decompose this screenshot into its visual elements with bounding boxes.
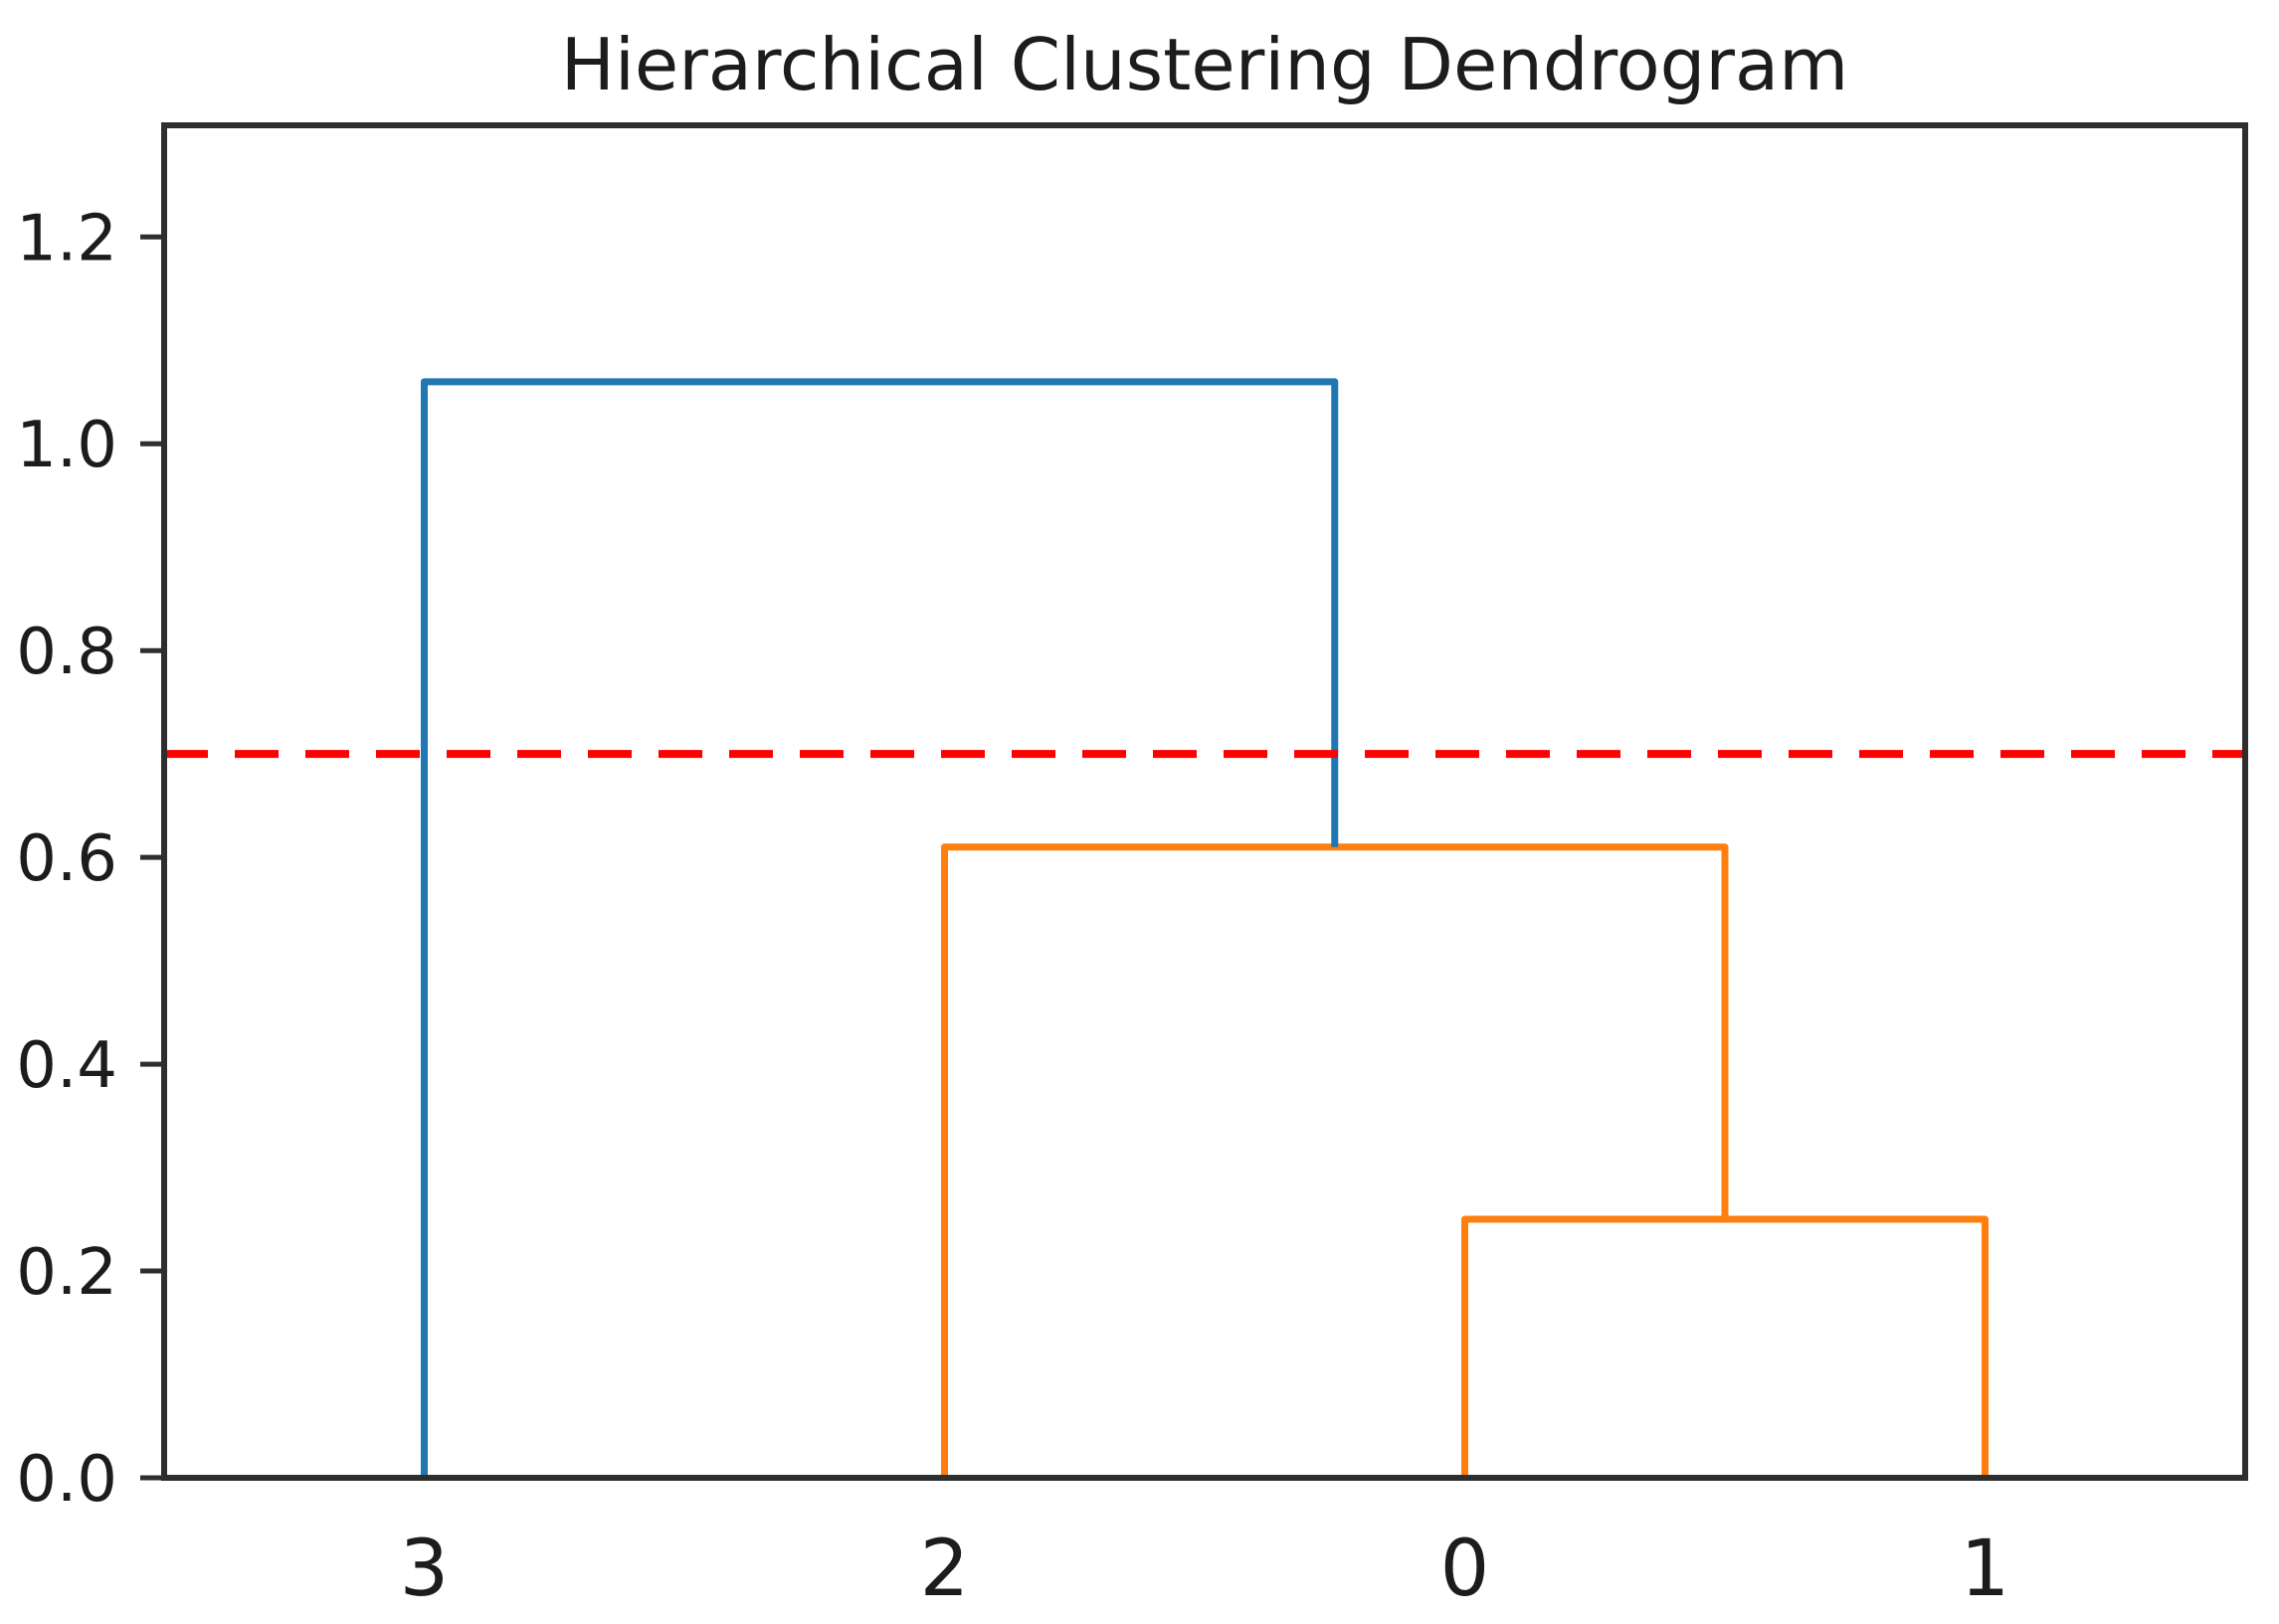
dendrogram-link-0 <box>1461 1215 1989 1478</box>
x-axis-leaf-label: 0 <box>1440 1525 1490 1614</box>
plot-border <box>161 122 2248 1481</box>
y-tick-label: 0.4 <box>16 1029 117 1103</box>
y-tick-label: 0.8 <box>16 616 117 689</box>
y-tick-label: 1.2 <box>16 202 117 275</box>
y-tick-label: 0.2 <box>16 1236 117 1310</box>
y-tick-label: 0.0 <box>16 1443 117 1517</box>
x-axis-leaf-label: 3 <box>400 1525 450 1614</box>
y-tick-label: 0.6 <box>16 822 117 896</box>
y-tick-label: 1.0 <box>16 409 117 482</box>
x-axis-leaf-label: 2 <box>920 1525 970 1614</box>
x-axis-leaf-label: 1 <box>1961 1525 2010 1614</box>
plot-area: 0.0 0.2 0.4 0.6 0.8 1.0 1.2 3 2 0 1 <box>16 122 2248 1614</box>
dendrogram-link-2 <box>421 378 1339 1478</box>
dendrogram-link-1 <box>941 843 1729 1478</box>
chart-title: Hierarchical Clustering Dendrogram <box>561 23 1849 106</box>
